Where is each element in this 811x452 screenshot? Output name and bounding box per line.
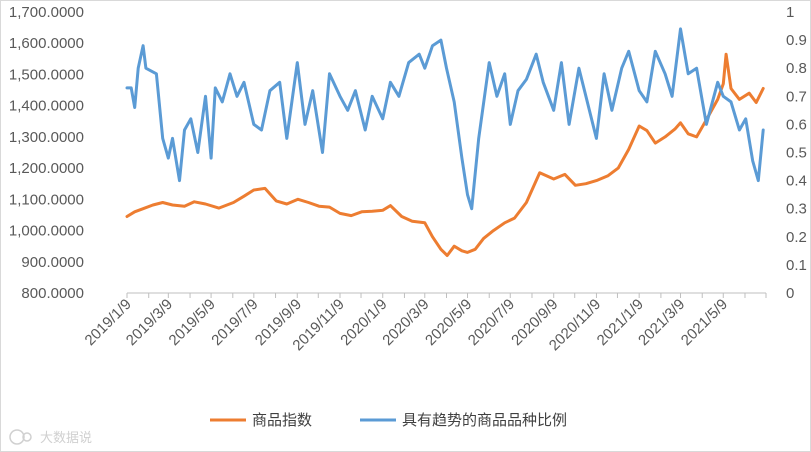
right-tick-label: 0.4	[786, 173, 807, 190]
left-tick-label: 800.0000	[21, 285, 84, 302]
right-tick-label: 0.1	[786, 257, 807, 274]
x-tick-label: 2019/5/9	[166, 296, 219, 349]
x-axis: 2019/1/92019/3/92019/5/92019/7/92019/9/9…	[82, 292, 767, 354]
watermark-text: 大数据说	[40, 431, 92, 446]
left-tick-label: 1,700.0000	[9, 4, 84, 21]
series-group	[125, 27, 765, 257]
series-line-trend-ratio	[125, 27, 765, 211]
right-tick-label: 0.5	[786, 145, 807, 162]
left-tick-label: 1,500.0000	[9, 66, 84, 83]
left-tick-label: 900.0000	[21, 254, 84, 271]
x-tick-label: 2020/7/9	[465, 296, 518, 349]
legend: 商品指数 具有趋势的商品品种比例	[210, 411, 567, 429]
tag-icon	[9, 429, 32, 445]
right-tick-label: 0.3	[786, 201, 807, 218]
left-tick-label: 1,400.0000	[9, 98, 84, 115]
x-tick-label: 2019/3/9	[123, 296, 176, 349]
right-tick-label: 0.7	[786, 88, 807, 105]
right-tick-label: 0.6	[786, 116, 807, 133]
left-tick-label: 1,300.0000	[9, 129, 84, 146]
left-axis: 800.0000 900.0000 1,000.0000 1,100.0000 1,20…	[9, 4, 84, 302]
right-tick-label: 1	[786, 4, 794, 21]
series-line-commodity-index	[125, 52, 765, 257]
x-tick-label: 2020/3/9	[379, 296, 432, 349]
right-axis: 0 0.1 0.2 0.3 0.4 0.5 0.6 0.7 0.8 0.9 1	[786, 4, 807, 302]
right-tick-label: 0.9	[786, 32, 807, 49]
right-tick-label: 0.8	[786, 60, 807, 77]
left-tick-label: 1,000.0000	[9, 223, 84, 240]
left-tick-label: 1,100.0000	[9, 191, 84, 208]
legend-label: 商品指数	[252, 411, 312, 429]
x-tick-label: 2021/5/9	[678, 296, 731, 349]
left-tick-label: 1,600.0000	[9, 35, 84, 52]
x-tick-label: 2020/5/9	[422, 296, 475, 349]
right-tick-label: 0.2	[786, 229, 807, 246]
right-tick-label: 0	[786, 285, 794, 302]
left-tick-label: 1,200.0000	[9, 160, 84, 177]
x-tick-label: 2019/7/9	[208, 296, 261, 349]
watermark: 大数据说	[9, 429, 92, 446]
legend-label: 具有趋势的商品品种比例	[402, 411, 567, 429]
x-tick-label: 2021/3/9	[635, 296, 688, 349]
